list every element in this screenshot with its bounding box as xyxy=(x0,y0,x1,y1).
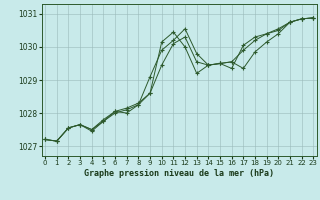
X-axis label: Graphe pression niveau de la mer (hPa): Graphe pression niveau de la mer (hPa) xyxy=(84,169,274,178)
